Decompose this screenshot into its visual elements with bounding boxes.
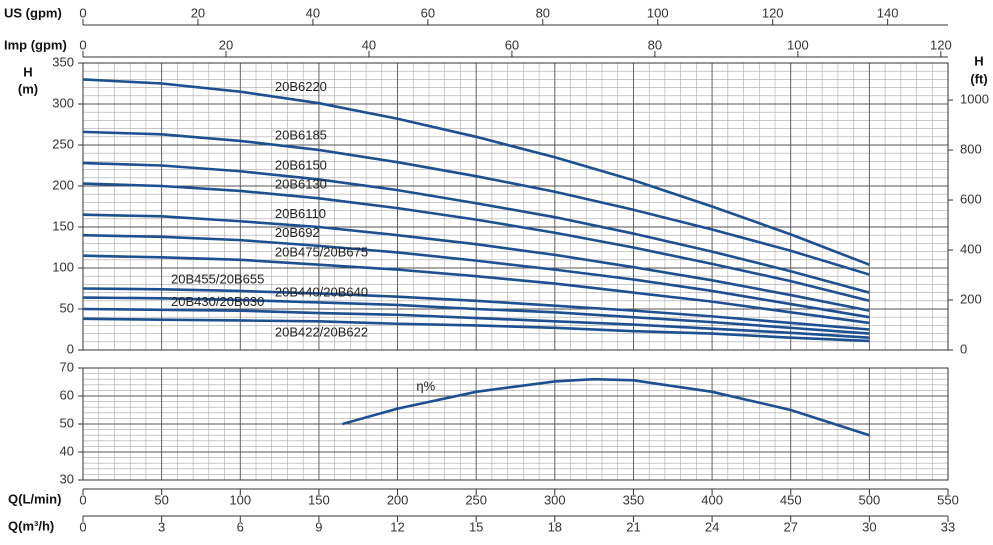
x-axis-tick-label: 100 xyxy=(229,492,251,507)
y-tick-label: 200 xyxy=(52,177,74,192)
us-gpm-axis-tick-label: 0 xyxy=(79,5,86,20)
y2-tick-label: 400 xyxy=(960,241,982,256)
curve-label: 20B6110 xyxy=(275,206,326,221)
curve xyxy=(82,317,870,343)
x-axis-tick-label: 0 xyxy=(79,492,86,507)
y2-tick-label: 1000 xyxy=(960,92,989,107)
x-axis-tick-label: 550 xyxy=(937,492,959,507)
imp-gpm-axis-tick-label: 20 xyxy=(219,37,233,52)
top-axis-label: US (gpm) xyxy=(4,5,62,20)
us-gpm-axis-tick-label: 140 xyxy=(877,5,899,20)
y2-tick-label: 0 xyxy=(960,341,967,356)
m3h-axis-tick-label: 9 xyxy=(315,519,322,534)
m3h-axis-tick-label: 24 xyxy=(705,519,719,534)
y-tick-label: 40 xyxy=(60,443,74,458)
plot-frame xyxy=(82,62,949,351)
imp-gpm-axis-tick-label: 100 xyxy=(787,37,809,52)
curve xyxy=(342,377,870,437)
curve xyxy=(82,161,870,294)
x-axis-tick-label: 450 xyxy=(780,492,802,507)
curve xyxy=(82,233,870,319)
us-gpm-axis-tick-label: 40 xyxy=(306,5,320,20)
curve-label: 20B6185 xyxy=(275,127,327,142)
x-axis-tick-label: 50 xyxy=(154,492,168,507)
us-gpm-axis-tick-label: 60 xyxy=(421,5,435,20)
y-tick-label: 50 xyxy=(60,415,74,430)
m3h-axis-tick-label: 0 xyxy=(79,519,86,534)
curve-label: 20B6150 xyxy=(275,157,327,172)
x-axis-tick-label: 400 xyxy=(701,492,723,507)
y-tick-label: 350 xyxy=(52,54,74,69)
y-axis-unit: (m) xyxy=(18,81,38,96)
y2-tick-label: 600 xyxy=(960,191,982,206)
y2-axis-unit: (ft) xyxy=(970,71,987,86)
curve xyxy=(82,182,870,303)
m3h-axis-tick-label: 18 xyxy=(548,519,562,534)
y-tick-label: 70 xyxy=(60,359,74,374)
curve xyxy=(82,213,870,312)
m3h-axis-tick-label: 33 xyxy=(941,519,955,534)
x-axis-label: Q(L/min) xyxy=(8,491,61,506)
curve-label: 20B440/20B640 xyxy=(275,284,368,299)
y-axis-label: H xyxy=(23,64,32,79)
m3h-axis-tick-label: 21 xyxy=(626,519,640,534)
bottom-axis-label: Q(m³/h) xyxy=(8,518,54,533)
y2-tick-label: 800 xyxy=(960,141,982,156)
x-axis-tick-label: 150 xyxy=(308,492,330,507)
curve-label: 20B455/20B655 xyxy=(171,272,264,287)
curve-label: η% xyxy=(416,378,435,393)
curve-label: 20B6130 xyxy=(275,177,327,192)
m3h-axis-tick-label: 30 xyxy=(862,519,876,534)
m3h-axis-tick-label: 3 xyxy=(158,519,165,534)
imp-gpm-axis-tick-label: 40 xyxy=(362,37,376,52)
curve-label: 20B475/20B675 xyxy=(275,244,368,259)
curve xyxy=(82,78,870,266)
x-axis-tick-label: 350 xyxy=(623,492,645,507)
top-axis-label: Imp (gpm) xyxy=(4,37,67,52)
curve-label: 20B430/20B630 xyxy=(171,294,264,309)
curve xyxy=(82,130,870,276)
y2-tick-label: 200 xyxy=(960,291,982,306)
m3h-axis-tick-label: 15 xyxy=(469,519,483,534)
imp-gpm-axis-tick-label: 0 xyxy=(79,37,86,52)
curve-label: 20B422/20B622 xyxy=(275,324,368,339)
x-axis-tick-label: 250 xyxy=(465,492,487,507)
y-tick-label: 150 xyxy=(52,218,74,233)
curve-label: 20B692 xyxy=(275,225,320,240)
y-tick-label: 0 xyxy=(67,341,74,356)
y-tick-label: 30 xyxy=(60,471,74,486)
m3h-axis-tick-label: 27 xyxy=(783,519,797,534)
curve xyxy=(82,254,870,325)
plot-frame xyxy=(82,367,949,481)
y-tick-label: 60 xyxy=(60,387,74,402)
curve xyxy=(82,287,870,331)
imp-gpm-axis-tick-label: 60 xyxy=(505,37,519,52)
us-gpm-axis-tick-label: 20 xyxy=(191,5,205,20)
x-axis-tick-label: 500 xyxy=(859,492,881,507)
y-tick-label: 300 xyxy=(52,95,74,110)
curve xyxy=(82,307,870,339)
imp-gpm-axis-tick-label: 80 xyxy=(648,37,662,52)
m3h-axis-tick-label: 6 xyxy=(237,519,244,534)
m3h-axis-tick-label: 12 xyxy=(390,519,404,534)
x-axis-tick-label: 200 xyxy=(387,492,409,507)
curve-label: 20B6220 xyxy=(275,79,327,94)
y-tick-label: 50 xyxy=(60,300,74,315)
y2-axis-label: H xyxy=(974,53,983,68)
curve xyxy=(82,296,870,335)
x-axis-tick-label: 300 xyxy=(544,492,566,507)
us-gpm-axis-tick-label: 120 xyxy=(762,5,784,20)
us-gpm-axis-tick-label: 80 xyxy=(536,5,550,20)
imp-gpm-axis-tick-label: 120 xyxy=(930,37,952,52)
y-tick-label: 100 xyxy=(52,259,74,274)
us-gpm-axis-tick-label: 100 xyxy=(647,5,669,20)
y-tick-label: 250 xyxy=(52,136,74,151)
